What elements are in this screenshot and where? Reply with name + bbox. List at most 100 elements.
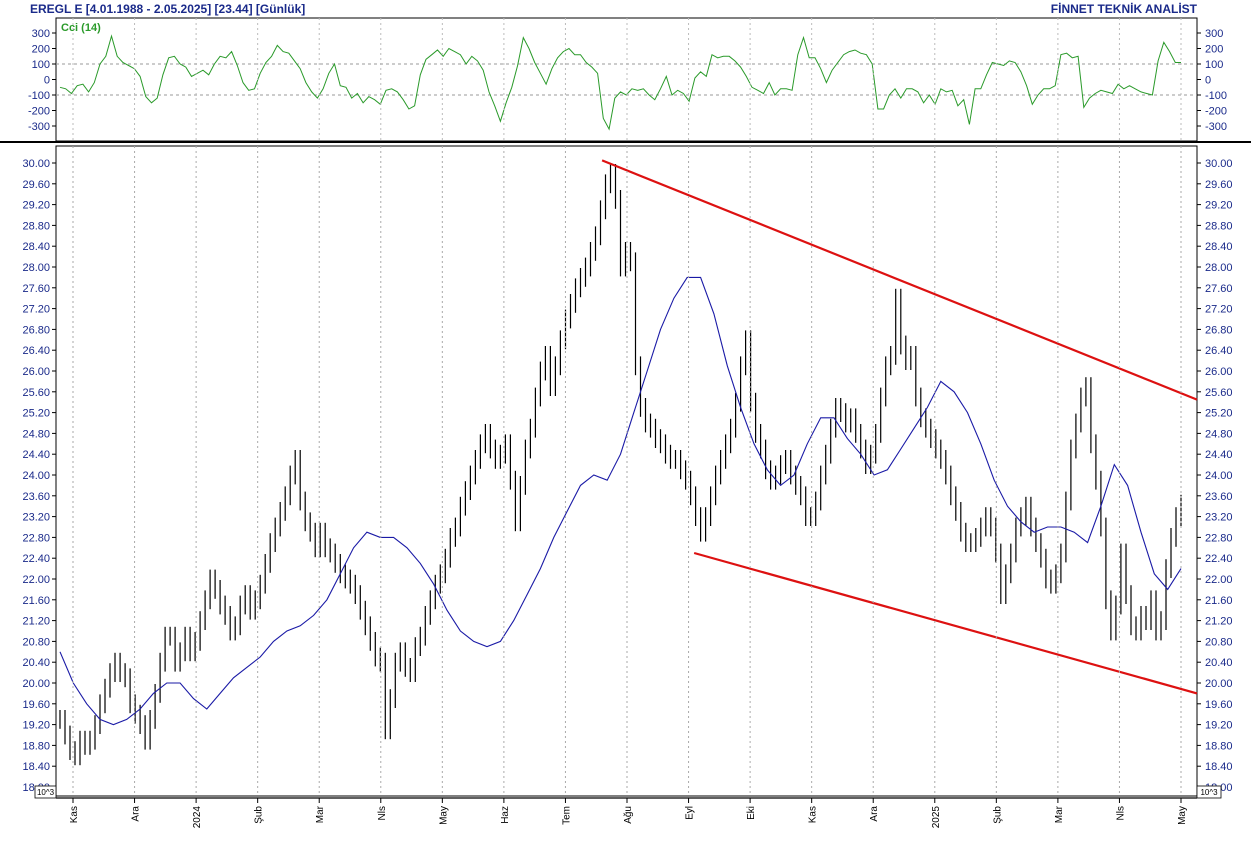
- price-tick-label-right: 19.20: [1205, 720, 1233, 732]
- chart-title: EREGL E [4.01.1988 - 2.05.2025] [23.44] …: [30, 2, 306, 16]
- price-tick-label-left: 22.40: [22, 553, 50, 565]
- cci-tick-label-left: 100: [32, 59, 50, 71]
- price-tick-label-left: 28.00: [22, 262, 50, 274]
- date-tick-label: Mar: [315, 805, 326, 823]
- price-tick-label-left: 23.20: [22, 512, 50, 524]
- price-tick-label-right: 29.20: [1205, 200, 1233, 212]
- date-tick-label: Eyl: [685, 806, 696, 820]
- price-tick-label-right: 27.60: [1205, 283, 1233, 295]
- price-tick-label-right: 22.80: [1205, 532, 1233, 544]
- price-tick-label-right: 29.60: [1205, 179, 1233, 191]
- cci-legend: Cci (14): [61, 22, 101, 34]
- price-tick-label-right: 18.80: [1205, 740, 1233, 752]
- price-tick-label-left: 29.20: [22, 200, 50, 212]
- price-tick-label-left: 18.40: [22, 761, 50, 773]
- price-tick-label-left: 26.80: [22, 324, 50, 336]
- price-tick-label-right: 27.20: [1205, 304, 1233, 316]
- price-tick-label-right: 22.00: [1205, 574, 1233, 586]
- date-tick-label: Şub: [992, 806, 1003, 824]
- price-tick-label-right: 18.40: [1205, 761, 1233, 773]
- price-tick-label-left: 22.00: [22, 574, 50, 586]
- date-tick-label: May: [438, 806, 449, 825]
- cci-tick-label-right: -300: [1205, 121, 1227, 133]
- price-tick-label-left: 28.80: [22, 220, 50, 232]
- price-tick-label-right: 24.00: [1205, 470, 1233, 482]
- cci-tick-label-right: -200: [1205, 106, 1227, 118]
- cci-tick-label-left: 300: [32, 28, 50, 40]
- date-tick-label: Nls: [377, 806, 388, 820]
- price-tick-label-left: 28.40: [22, 241, 50, 253]
- price-tick-label-right: 21.20: [1205, 616, 1233, 628]
- date-tick-label: Kas: [69, 806, 80, 823]
- price-tick-label-left: 21.20: [22, 616, 50, 628]
- date-tick-label: Ara: [869, 806, 880, 822]
- price-tick-label-left: 22.80: [22, 532, 50, 544]
- price-layer: [59, 159, 1198, 766]
- cci-tick-label-right: 300: [1205, 28, 1223, 40]
- date-tick-label: Kas: [808, 806, 819, 823]
- axis-layer: 30.00 30.00 29.60 29.60 29.20 29.20 28.80 28.80…: [22, 18, 1233, 829]
- price-tick-label-right: 24.40: [1205, 449, 1233, 461]
- price-tick-label-right: 28.80: [1205, 220, 1233, 232]
- price-tick-label-left: 19.60: [22, 699, 50, 711]
- price-tick-label-right: 25.60: [1205, 387, 1233, 399]
- date-tick-label: Şub: [254, 806, 265, 824]
- date-tick-label: Tem: [561, 806, 572, 825]
- date-tick-label: Mar: [1054, 805, 1065, 823]
- price-tick-label-left: 26.40: [22, 345, 50, 357]
- price-tick-label-left: 20.00: [22, 678, 50, 690]
- price-tick-label-left: 18.80: [22, 740, 50, 752]
- price-tick-label-left: 20.40: [22, 657, 50, 669]
- price-tick-label-left: 20.80: [22, 636, 50, 648]
- date-tick-label: 2024: [192, 806, 203, 829]
- price-tick-label-right: 28.40: [1205, 241, 1233, 253]
- price-tick-label-left: 25.20: [22, 408, 50, 420]
- price-tick-label-left: 24.80: [22, 428, 50, 440]
- date-tick-label: Eki: [746, 806, 757, 820]
- price-tick-label-right: 20.00: [1205, 678, 1233, 690]
- date-tick-label: Ara: [131, 806, 142, 822]
- cci-tick-label-left: 200: [32, 44, 50, 56]
- cci-tick-label-right: 200: [1205, 44, 1223, 56]
- price-tick-label-left: 19.20: [22, 720, 50, 732]
- moving-average-line: [59, 276, 1182, 726]
- price-tick-label-right: 26.00: [1205, 366, 1233, 378]
- cci-line: [59, 34, 1181, 131]
- price-tick-label-right: 22.40: [1205, 553, 1233, 565]
- price-tick-label-right: 21.60: [1205, 595, 1233, 607]
- scale-label-right: 10^3: [1200, 788, 1218, 797]
- cci-tick-label-right: 100: [1205, 59, 1223, 71]
- date-tick-label: Ağu: [623, 806, 634, 824]
- price-tick-label-left: 29.60: [22, 179, 50, 191]
- date-tick-label: Haz: [500, 806, 511, 824]
- price-tick-label-left: 25.60: [22, 387, 50, 399]
- date-tick-label: May: [1177, 806, 1188, 825]
- price-tick-label-right: 24.80: [1205, 428, 1233, 440]
- date-tick-label: 2025: [931, 806, 942, 829]
- price-tick-label-left: 27.60: [22, 283, 50, 295]
- price-tick-label-right: 19.60: [1205, 699, 1233, 711]
- price-tick-label-left: 24.40: [22, 449, 50, 461]
- price-tick-label-left: 26.00: [22, 366, 50, 378]
- scale-label-left: 10^3: [37, 788, 55, 797]
- cci-tick-label-right: 0: [1205, 75, 1211, 87]
- price-tick-label-right: 28.00: [1205, 262, 1233, 274]
- price-tick-label-right: 23.20: [1205, 512, 1233, 524]
- price-tick-label-left: 27.20: [22, 304, 50, 316]
- price-tick-label-left: 24.00: [22, 470, 50, 482]
- price-tick-label-right: 26.80: [1205, 324, 1233, 336]
- price-tick-label-left: 30.00: [22, 158, 50, 170]
- price-tick-label-right: 23.60: [1205, 491, 1233, 503]
- trend-channel-lower: [693, 551, 1198, 695]
- price-tick-label-right: 25.20: [1205, 408, 1233, 420]
- price-tick-label-right: 20.40: [1205, 657, 1233, 669]
- cci-tick-label-left: 0: [44, 75, 50, 87]
- cci-tick-label-left: -200: [28, 106, 50, 118]
- price-tick-label-right: 30.00: [1205, 158, 1233, 170]
- cci-tick-label-left: -300: [28, 121, 50, 133]
- price-tick-label-left: 23.60: [22, 491, 50, 503]
- scale-box-right: [1196, 785, 1222, 799]
- date-tick-label: Nls: [1115, 806, 1126, 820]
- cci-tick-label-right: -100: [1205, 90, 1227, 102]
